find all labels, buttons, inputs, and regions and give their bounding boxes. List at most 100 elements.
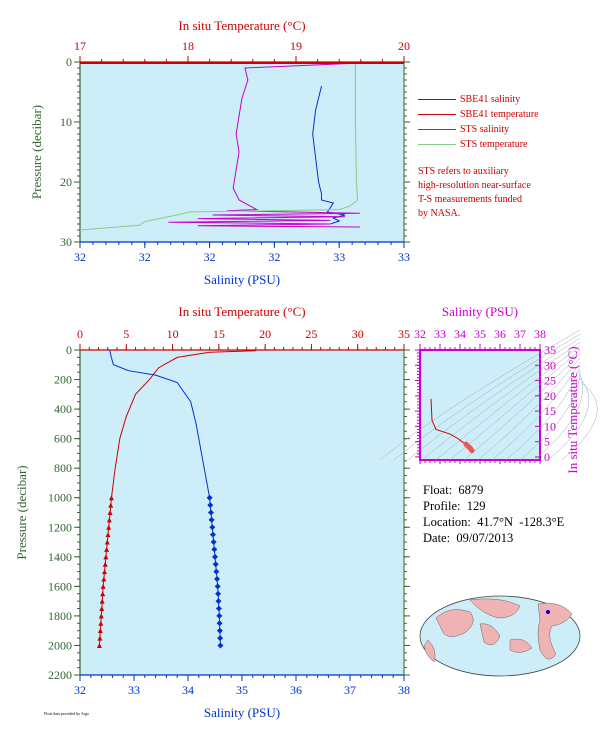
- acknowledgement: Float data provided by Argo: [44, 711, 90, 716]
- left-tick-label: 400: [54, 402, 72, 416]
- temperature-marker: [96, 642, 102, 648]
- density-contour: [533, 373, 583, 461]
- temperature-marker: [102, 569, 108, 575]
- left-tick-label: 1600: [48, 579, 72, 593]
- salinity-marker: [217, 642, 224, 649]
- left-tick-label: 20: [60, 175, 72, 189]
- salinity-marker: [216, 620, 223, 627]
- temperature-marker: [104, 539, 110, 545]
- top-tick-label: 20: [259, 327, 271, 341]
- left-tick-label: 30: [60, 235, 72, 249]
- left-tick-label: 10: [60, 115, 72, 129]
- bottom-tick-label: 32: [139, 250, 151, 264]
- left-tick-label: 800: [54, 461, 72, 475]
- bottom-tick-label: 32: [204, 250, 216, 264]
- legend: SBE41 salinity SBE41 temperature STS sal…: [418, 92, 539, 152]
- left-tick-label: 2200: [48, 668, 72, 682]
- ts-right-tick-label: 0: [544, 450, 550, 464]
- series-line-sts-salinity: [168, 62, 369, 228]
- salinity-marker: [212, 561, 219, 568]
- ts-top-tick-label: 33: [434, 327, 446, 341]
- date: Date: 09/07/2013: [423, 531, 514, 545]
- temperature-marker: [101, 576, 107, 582]
- float-info: Float: 6879 Profile: 129 Location: 41.7°…: [423, 482, 564, 546]
- map-land: [479, 623, 501, 646]
- bottom-tick-label: 37: [344, 683, 356, 697]
- series-line-temperature: [98, 350, 256, 646]
- bottom-tick-label: 32: [268, 250, 280, 264]
- ts-top-tick-label: 34: [454, 327, 466, 341]
- left-tick-label: 0: [66, 343, 72, 357]
- ts-right-tick-label: 10: [544, 419, 556, 433]
- density-contour: [477, 357, 581, 461]
- top-tick-label: 35: [398, 327, 410, 341]
- density-contour: [561, 381, 598, 461]
- top-tick-label: 17: [74, 39, 86, 53]
- ts-point: [469, 447, 475, 454]
- temperature-marker: [99, 598, 105, 604]
- ts-top-tick-label: 36: [494, 327, 506, 341]
- temperature-marker: [98, 620, 104, 626]
- temperature-marker: [104, 546, 110, 552]
- temperature-marker: [100, 583, 106, 589]
- density-contour: [435, 345, 581, 461]
- left-tick-label: 0: [66, 55, 72, 69]
- density-contour: [449, 349, 581, 461]
- legend-item-sbe41-temperature: SBE41 temperature: [418, 107, 539, 122]
- map-land: [435, 609, 474, 637]
- top-tick-label: 10: [167, 327, 179, 341]
- float-id: Float: 6879: [423, 483, 484, 497]
- bottom-tick-label: 33: [398, 250, 410, 264]
- density-contour: [519, 369, 581, 461]
- left-tick-label: 600: [54, 432, 72, 446]
- ts-top-axis-title: Salinity (PSU): [442, 304, 518, 319]
- temperature-marker: [107, 510, 113, 515]
- map-land: [509, 638, 533, 653]
- bottom-tick-label: 33: [128, 683, 140, 697]
- left-tick-label: 1800: [48, 609, 72, 623]
- bottom-axis-title: Salinity (PSU): [204, 705, 280, 720]
- ts-right-tick-label: 25: [544, 374, 556, 388]
- left-tick-label: 200: [54, 373, 72, 387]
- ts-right-axis-title: In situ Temperature (°C): [565, 346, 580, 473]
- top-tick-label: 20: [398, 39, 410, 53]
- salinity-marker: [213, 568, 220, 575]
- left-axis-title: Pressure (decibar): [29, 105, 44, 199]
- salinity-marker: [214, 575, 221, 582]
- top-axis-title: In situ Temperature (°C): [178, 18, 305, 33]
- salinity-marker: [211, 546, 218, 553]
- salinity-marker: [212, 553, 218, 560]
- temperature-marker: [98, 613, 104, 619]
- legend-item-sts-temperature: STS temperature: [418, 137, 539, 152]
- float-location-marker: [546, 610, 550, 614]
- temperature-marker: [108, 502, 114, 508]
- top-tick-label: 19: [290, 39, 302, 53]
- location: Location: 41.7°N -128.3°E: [423, 515, 565, 529]
- density-contour: [379, 329, 581, 461]
- profile-number: Profile: 129: [423, 499, 486, 513]
- top-tick-label: 15: [213, 327, 225, 341]
- salinity-marker: [217, 635, 224, 642]
- bottom-tick-label: 38: [398, 683, 410, 697]
- salinity-marker: [216, 627, 223, 634]
- ts-top-tick-label: 32: [414, 327, 426, 341]
- density-contour: [491, 361, 581, 461]
- density-contour: [547, 377, 589, 461]
- salinity-marker: [209, 524, 216, 531]
- ts-right-tick-label: 5: [544, 435, 550, 449]
- legend-label: STS salinity: [460, 124, 510, 135]
- temperature-marker: [97, 635, 103, 641]
- bottom-tick-label: 32: [74, 683, 86, 697]
- top-tick-label: 18: [182, 39, 194, 53]
- left-axis-title: Pressure (decibar): [14, 465, 29, 559]
- salinity-marker: [215, 590, 222, 597]
- map-land: [423, 639, 436, 663]
- legend-item-sbe41-salinity: SBE41 salinity: [418, 92, 539, 107]
- salinity-marker: [209, 531, 216, 538]
- salinity-marker: [215, 598, 222, 605]
- ts-top-tick-label: 37: [514, 327, 526, 341]
- bottom-tick-label: 32: [74, 250, 86, 264]
- density-contour: [463, 353, 581, 461]
